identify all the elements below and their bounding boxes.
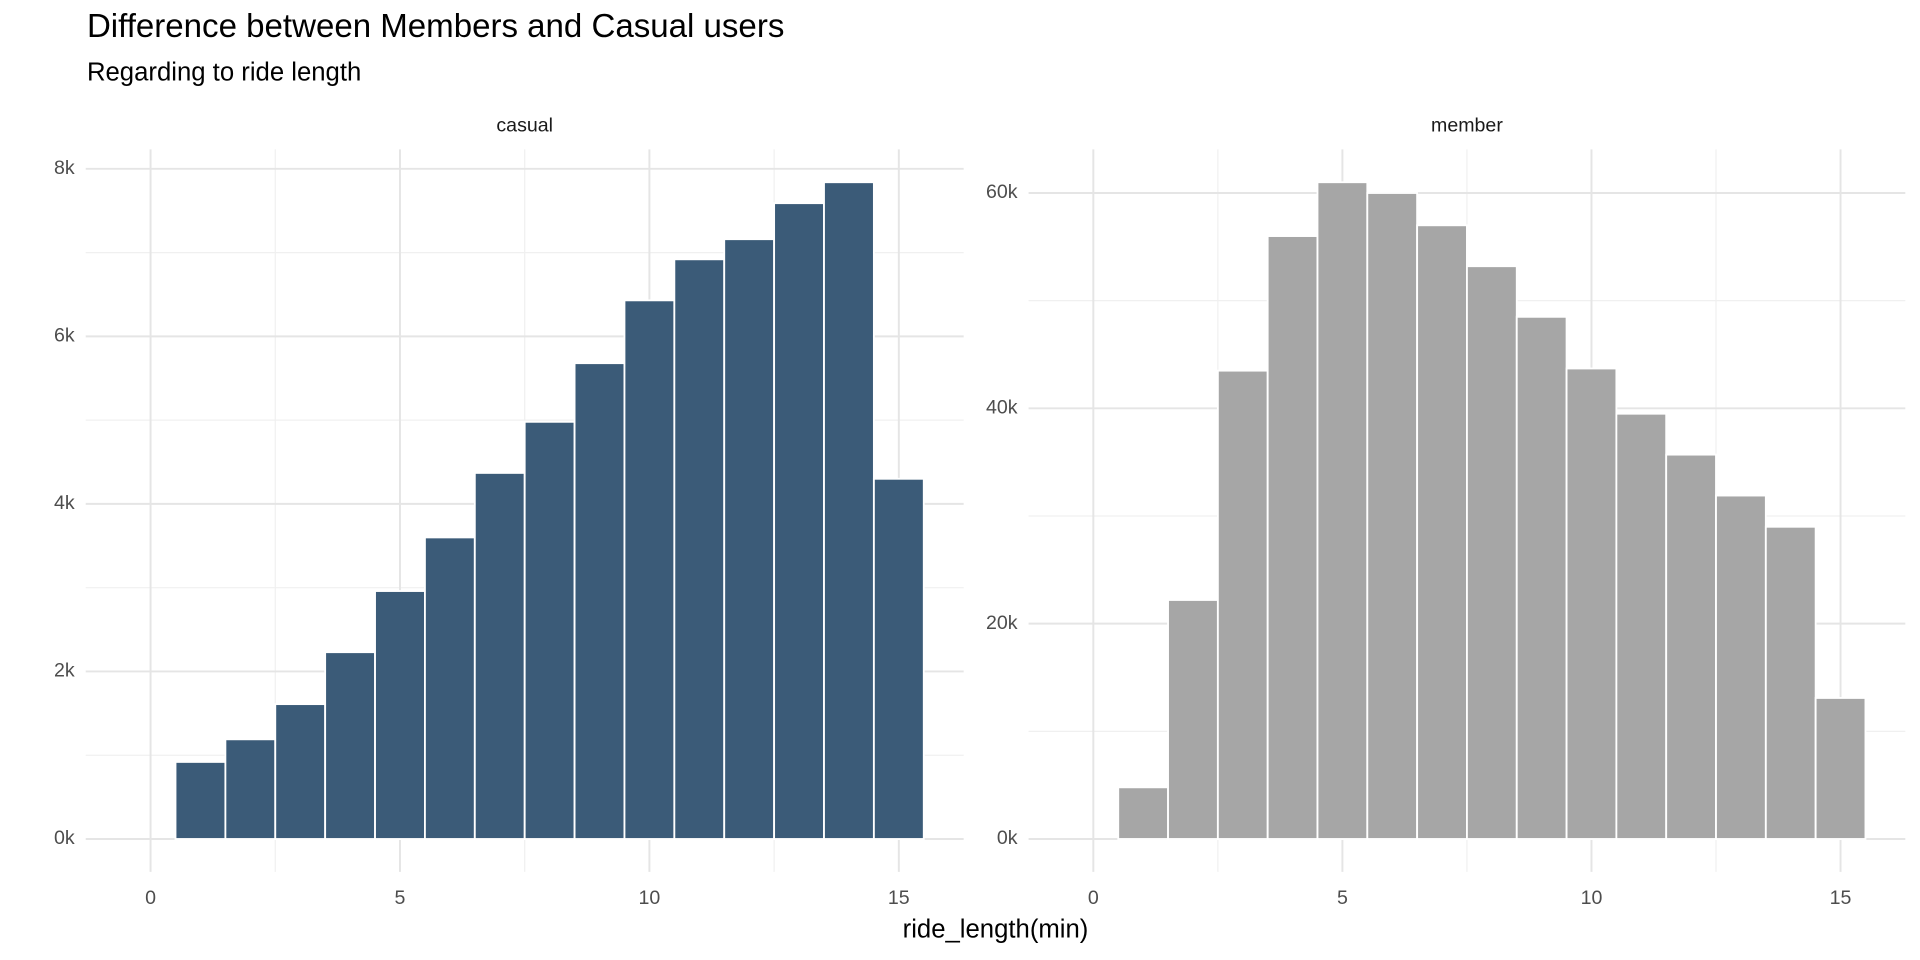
bar bbox=[1266, 235, 1319, 840]
chart-title: Difference between Members and Casual us… bbox=[87, 8, 784, 45]
x-tick-label: 10 bbox=[1581, 887, 1603, 909]
bar bbox=[274, 703, 327, 840]
bar bbox=[823, 181, 875, 840]
x-tick-label: 10 bbox=[639, 887, 661, 909]
x-axis-label: ride_length(min) bbox=[903, 915, 1089, 943]
bar bbox=[1715, 494, 1767, 840]
bar bbox=[623, 299, 676, 840]
chart-subtitle: Regarding to ride length bbox=[87, 58, 361, 86]
y-tick-label: 0k bbox=[54, 827, 75, 849]
y-tick-label: 40k bbox=[986, 396, 1018, 418]
y-tick-label: 2k bbox=[54, 660, 75, 682]
bar bbox=[1466, 265, 1518, 840]
facet-label: casual bbox=[496, 114, 553, 136]
bar bbox=[1764, 525, 1817, 840]
bar bbox=[673, 258, 726, 840]
x-tick-label: 15 bbox=[1830, 887, 1852, 909]
bar bbox=[174, 761, 227, 840]
bar bbox=[424, 536, 476, 840]
y-tick-label: 6k bbox=[54, 325, 75, 347]
x-tick-label: 15 bbox=[888, 887, 910, 909]
y-tick-label: 4k bbox=[54, 492, 75, 514]
bar bbox=[573, 362, 626, 840]
bar bbox=[1565, 367, 1618, 840]
x-tick-label: 5 bbox=[1337, 887, 1348, 909]
bar bbox=[1366, 192, 1419, 840]
y-tick-label: 60k bbox=[986, 181, 1018, 203]
bar bbox=[872, 477, 925, 840]
y-tick-label: 20k bbox=[986, 612, 1018, 634]
bar bbox=[1615, 412, 1668, 840]
bar bbox=[473, 471, 526, 840]
bar bbox=[1216, 369, 1269, 840]
bar bbox=[324, 651, 376, 840]
y-tick-label: 8k bbox=[54, 157, 75, 179]
x-tick-label: 5 bbox=[395, 887, 406, 909]
bar bbox=[1316, 181, 1369, 840]
bar bbox=[773, 202, 825, 840]
y-tick-label: 0k bbox=[997, 827, 1018, 849]
bar bbox=[1167, 599, 1219, 840]
bar bbox=[1416, 224, 1468, 840]
bar bbox=[1665, 453, 1717, 840]
x-tick-label: 0 bbox=[145, 887, 156, 909]
bar bbox=[1814, 697, 1867, 840]
x-tick-label: 0 bbox=[1088, 887, 1099, 909]
bar bbox=[523, 420, 576, 840]
bar bbox=[224, 738, 277, 840]
bar bbox=[374, 590, 426, 840]
bar bbox=[723, 238, 776, 840]
bar bbox=[1515, 315, 1568, 840]
facet-label: member bbox=[1431, 114, 1503, 136]
bar bbox=[1117, 786, 1169, 840]
